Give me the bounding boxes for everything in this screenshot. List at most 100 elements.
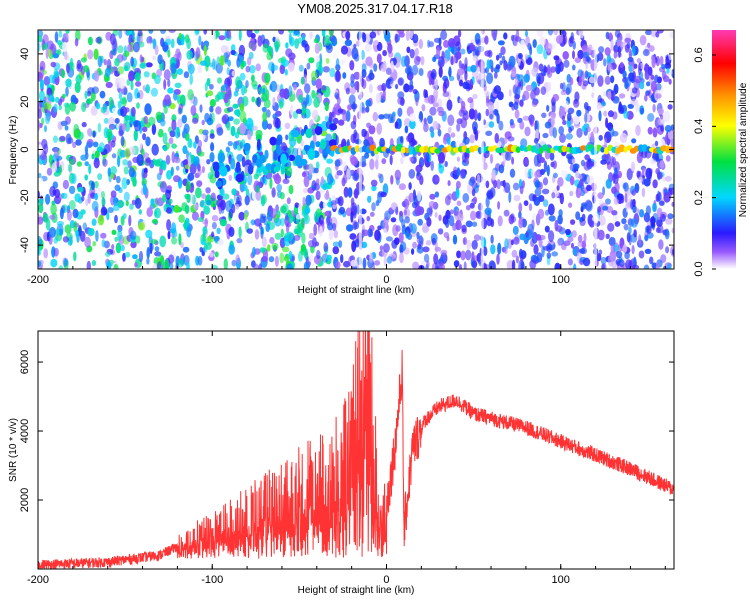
x-tick-label: 0 <box>383 274 389 286</box>
spectrogram-cell <box>619 61 624 69</box>
spectrogram-cell <box>511 156 515 165</box>
spectrogram-cell <box>238 226 242 239</box>
spectrogram-cell <box>304 204 310 215</box>
spectrogram-cell <box>327 173 333 185</box>
spectrogram-cell <box>50 61 57 68</box>
spectrogram-cell <box>563 59 570 68</box>
spectrogram-cell <box>150 198 155 206</box>
spectrogram-cell <box>136 154 144 166</box>
spectrogram-cell <box>151 143 159 156</box>
spectrogram-cell <box>404 125 409 134</box>
spectrogram-cell <box>321 30 326 38</box>
spectrogram-cell <box>267 123 272 130</box>
spectrogram-cell <box>645 90 650 96</box>
spectrogram-cell <box>134 262 138 268</box>
spectrogram-cell <box>431 237 436 246</box>
spectrogram-cell <box>543 66 548 73</box>
spectrogram-cell <box>662 75 670 83</box>
spectrogram-cell <box>581 125 587 132</box>
spectrogram-cell <box>281 59 289 67</box>
spectrogram-cell <box>221 45 228 53</box>
spectrogram-cell <box>523 200 529 207</box>
spectrogram-cell <box>288 32 292 45</box>
spectrogram-cell <box>541 112 547 119</box>
spectrogram-cell <box>230 44 236 53</box>
spectrogram-cell <box>610 243 616 253</box>
spectrogram-cell <box>340 59 345 65</box>
spectrogram-cell <box>533 87 540 96</box>
spectrogram-cell <box>201 250 205 257</box>
spectrogram-cell <box>168 30 176 34</box>
spectrogram-cell <box>139 62 147 69</box>
spectrogram-cell <box>307 148 316 160</box>
spectrogram-cell <box>285 166 293 177</box>
spectrogram-cell <box>63 32 69 42</box>
spectrogram-cell <box>404 216 411 224</box>
spectrogram-cell <box>524 126 531 137</box>
spectrogram-cell <box>375 158 379 170</box>
spectrogram-cell <box>340 254 344 264</box>
spectrogram-cell <box>265 163 273 171</box>
spectrogram-cell <box>650 94 656 102</box>
spectrogram-cell <box>515 255 520 264</box>
spectrogram-cell <box>209 252 214 258</box>
spectrogram-cell <box>570 219 576 225</box>
spectrogram-cell <box>205 242 212 250</box>
spectrogram-cell <box>135 81 142 87</box>
spectrogram-cell <box>562 51 569 60</box>
spectrogram-cell <box>268 256 275 263</box>
spectrogram-cell <box>81 195 85 202</box>
spectrogram-cell <box>406 233 413 241</box>
spectrogram-cell <box>53 148 59 160</box>
spectrogram-cell <box>44 125 47 133</box>
spectrogram-cell <box>239 72 246 81</box>
spectrogram-cell <box>171 222 177 234</box>
spectrogram-cell <box>650 216 656 228</box>
spectrogram-cell <box>53 171 61 177</box>
spectrogram-cell <box>376 41 383 52</box>
spectrogram-cell <box>542 177 549 186</box>
spectrogram-cell <box>617 45 622 58</box>
spectrogram-cell <box>509 168 516 178</box>
spectrogram-cell <box>84 174 88 181</box>
spectrogram-cell <box>353 71 361 80</box>
spectrogram-cell <box>398 183 406 191</box>
spectrogram-cell <box>228 244 235 255</box>
spectrogram-cell <box>244 195 250 206</box>
spectrogram-cell <box>627 218 635 227</box>
spectrogram-cell <box>635 208 640 214</box>
spectrogram-cell <box>164 94 171 105</box>
spectrogram-cell <box>270 208 277 219</box>
colorbar-ticks: 0.0 0.2 0.4 0.6 <box>693 47 716 277</box>
spectrogram-cell <box>556 185 560 191</box>
spectrogram-cell <box>532 213 537 221</box>
spectrogram-cell <box>533 154 540 167</box>
spectrogram-cell <box>288 184 294 195</box>
spectrogram-cell <box>49 214 56 220</box>
spectrogram-cell <box>519 121 525 130</box>
spectrogram-cell <box>639 81 645 90</box>
y-tick-label: 4000 <box>19 419 31 443</box>
spectrogram-cell <box>618 101 622 113</box>
spectrogram-cell <box>497 201 501 210</box>
spectrogram-cell <box>199 158 206 167</box>
spectrogram-cell <box>39 79 44 90</box>
spectrogram-cell <box>87 227 95 236</box>
spectrogram-cell <box>437 129 442 137</box>
spectrogram-cell <box>225 146 231 153</box>
spectrogram-cell <box>298 64 304 72</box>
spectrogram-cell <box>517 74 525 82</box>
spectrogram-cell <box>581 45 588 51</box>
spectrogram-cell <box>411 201 418 209</box>
spectrogram-cell <box>329 123 338 131</box>
spectrogram-cell <box>511 259 516 269</box>
spectrogram-cell <box>456 118 463 125</box>
spectrogram-cell <box>50 258 58 268</box>
spectrogram-cell <box>569 176 575 186</box>
spectrogram-cell <box>633 78 641 90</box>
spectrogram-cell <box>160 119 166 127</box>
spectrogram-cell <box>243 212 248 221</box>
snr-ticks: -200 -100 0 100 2000 4000 6000 <box>19 331 674 586</box>
spectrogram-cell <box>150 87 158 97</box>
spectrogram-cell <box>48 74 55 84</box>
